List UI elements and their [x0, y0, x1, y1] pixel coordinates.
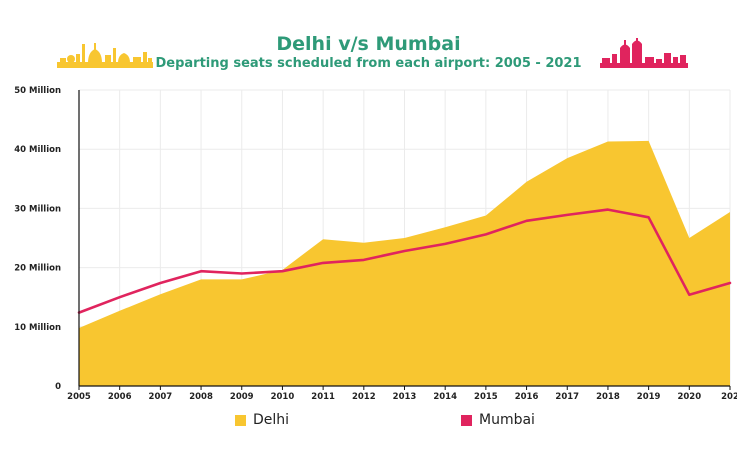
y-tick-label: 20 Million — [14, 264, 61, 274]
x-tick-label: 2015 — [474, 392, 498, 402]
mumbai-skyline-icon — [600, 38, 688, 68]
delhi-skyline-icon — [57, 43, 153, 68]
y-tick-label: 30 Million — [14, 204, 61, 214]
x-tick-label: 2006 — [108, 392, 132, 402]
chart-subtitle: Departing seats scheduled from each airp… — [155, 56, 582, 71]
y-tick-label: 40 Million — [14, 145, 61, 155]
legend-swatch-delhi — [235, 414, 246, 426]
x-tick-label: 2020 — [677, 392, 701, 402]
x-tick-label: 2010 — [271, 392, 295, 402]
legend-label-mumbai: Mumbai — [479, 412, 535, 428]
x-tick-label: 2019 — [637, 392, 661, 402]
legend-label-delhi: Delhi — [253, 412, 290, 428]
y-tick-label: 0 — [55, 382, 61, 392]
legend-swatch-mumbai — [461, 414, 472, 426]
legend-item-mumbai: Mumbai — [461, 412, 535, 428]
legend-item-delhi: Delhi — [235, 412, 289, 428]
x-tick-label: 2011 — [311, 392, 335, 402]
line-mumbai — [77, 208, 732, 314]
x-tick-label: 2012 — [352, 392, 376, 402]
x-tick-label: 2016 — [515, 392, 539, 402]
x-tick-label: 2007 — [149, 392, 173, 402]
x-tick-label: 2018 — [596, 392, 620, 402]
x-tick-label: 2008 — [189, 392, 213, 402]
x-tick-label: 202 — [721, 392, 737, 402]
x-tick-label: 2017 — [555, 392, 579, 402]
x-tick-label: 2009 — [230, 392, 254, 402]
y-tick-label: 10 Million — [14, 323, 61, 333]
x-tick-label: 2005 — [67, 392, 91, 402]
area-delhi — [79, 140, 730, 386]
x-tick-label: 2014 — [433, 392, 457, 402]
y-tick-label: 50 Million — [14, 86, 61, 96]
x-tick-label: 2013 — [393, 392, 417, 402]
chart-title: Delhi v/s Mumbai — [276, 33, 461, 55]
